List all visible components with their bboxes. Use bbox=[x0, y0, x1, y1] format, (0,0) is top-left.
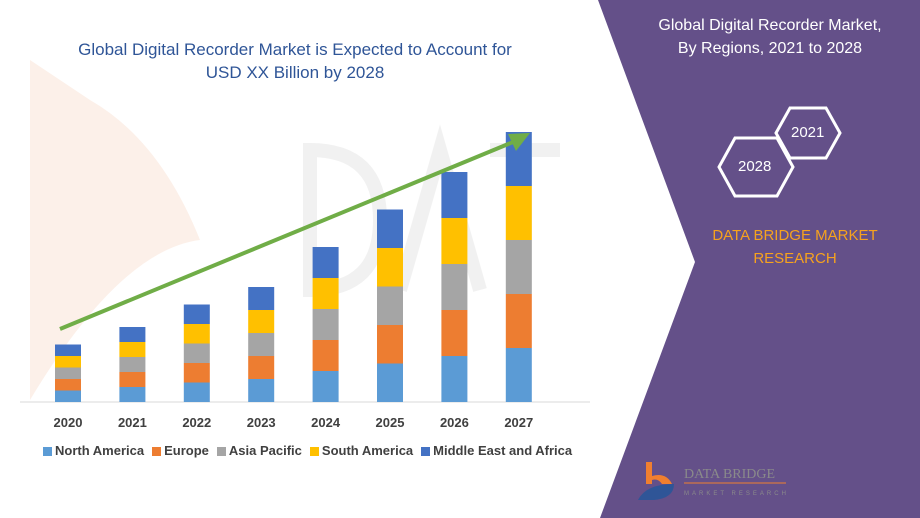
chart-title: Global Digital Recorder Market is Expect… bbox=[20, 38, 570, 84]
legend-swatch bbox=[216, 446, 226, 456]
bar-segment-asia-pacific-2024 bbox=[312, 309, 339, 340]
bar-segment-asia-pacific-2022 bbox=[183, 343, 210, 363]
legend-item: Asia Pacific bbox=[216, 443, 302, 459]
bar-segment-middle-east-and-africa-2025 bbox=[377, 209, 403, 248]
side-title-line-1: Global Digital Recorder Market, bbox=[658, 17, 882, 34]
legend-label: Middle East and Africa bbox=[433, 443, 573, 458]
side-title-line-2: By Regions, 2021 to 2028 bbox=[677, 40, 863, 57]
bar-segment-europe-2026 bbox=[441, 310, 468, 356]
legend-item: Middle East and Africa bbox=[421, 443, 572, 459]
x-tick-label: 2021 bbox=[118, 415, 147, 430]
bar-segment-europe-2023 bbox=[248, 356, 275, 379]
legend-swatch bbox=[421, 446, 431, 456]
logo-subtext: MARKET RESEARCH bbox=[684, 491, 789, 497]
hexagon-2021 bbox=[774, 106, 842, 160]
logo-text: DATA BRIDGE bbox=[684, 467, 775, 482]
bar-segment-south-america-2026 bbox=[441, 218, 468, 264]
legend-label: Asia Pacific bbox=[228, 443, 302, 458]
bar-segment-europe-2025 bbox=[377, 325, 403, 364]
bar-segment-south-america-2022 bbox=[183, 324, 210, 344]
bar-segment-south-america-2023 bbox=[248, 310, 275, 333]
bar-segment-asia-pacific-2021 bbox=[119, 357, 146, 372]
bar-segment-north-america-2026 bbox=[441, 356, 468, 402]
legend-label: South America bbox=[321, 443, 414, 458]
title-line-1: Global Digital Recorder Market is Expect… bbox=[78, 40, 512, 59]
bar-segment-asia-pacific-2020 bbox=[55, 367, 81, 379]
bar-segment-north-america-2025 bbox=[377, 363, 403, 402]
bar-segment-south-america-2020 bbox=[55, 356, 81, 368]
bar-segment-north-america-2027 bbox=[505, 348, 532, 402]
bar-segment-middle-east-and-africa-2023 bbox=[248, 287, 275, 310]
hexagon-2028 bbox=[717, 136, 795, 198]
x-tick-label: 2026 bbox=[440, 415, 469, 430]
bar-segment-middle-east-and-africa-2020 bbox=[55, 344, 81, 356]
x-tick-label: 2022 bbox=[182, 415, 211, 430]
legend-item: North America bbox=[43, 443, 144, 459]
x-tick-label: 2024 bbox=[311, 415, 341, 430]
bar-segment-north-america-2024 bbox=[312, 371, 339, 402]
bar-segment-middle-east-and-africa-2021 bbox=[119, 327, 146, 342]
bar-segment-asia-pacific-2026 bbox=[441, 264, 468, 310]
legend-swatch bbox=[43, 446, 52, 456]
trend-arrow bbox=[59, 138, 519, 331]
brand-text: DATA BRIDGE MARKET RESEARCH bbox=[700, 224, 890, 270]
x-tick-label: 2020 bbox=[54, 415, 83, 430]
bar-segment-north-america-2020 bbox=[55, 390, 81, 402]
bar-segment-europe-2024 bbox=[312, 340, 339, 371]
bar-segment-middle-east-and-africa-2024 bbox=[312, 247, 339, 278]
bar-segment-europe-2022 bbox=[183, 363, 210, 383]
bar-segment-north-america-2023 bbox=[248, 379, 275, 402]
legend-item: Europe bbox=[152, 443, 209, 459]
legend-swatch bbox=[309, 446, 319, 456]
bar-segment-north-america-2021 bbox=[119, 387, 146, 402]
bar-segment-south-america-2024 bbox=[312, 278, 339, 309]
brand-line-2: RESEARCH bbox=[753, 250, 837, 267]
brand-line-1: DATA BRIDGE MARKET bbox=[712, 227, 878, 244]
bar-segment-asia-pacific-2023 bbox=[248, 333, 275, 356]
x-tick-label: 2027 bbox=[504, 415, 533, 430]
bar-segment-europe-2027 bbox=[505, 294, 532, 348]
bar-segment-middle-east-and-africa-2026 bbox=[441, 172, 468, 218]
bar-segment-europe-2020 bbox=[55, 379, 81, 391]
bar-segment-europe-2021 bbox=[119, 372, 146, 387]
legend-swatch bbox=[152, 446, 162, 456]
bar-segment-south-america-2021 bbox=[119, 342, 146, 357]
bar-segment-middle-east-and-africa-2022 bbox=[183, 304, 210, 324]
legend-label: Europe bbox=[164, 443, 209, 458]
bar-segment-north-america-2022 bbox=[183, 382, 210, 402]
stacked-bar-chart: 2020 2021 2022 2023 2024 2025 2026 2027 bbox=[20, 132, 590, 430]
title-line-2: USD XX Billion by 2028 bbox=[205, 63, 385, 82]
bar-segment-asia-pacific-2027 bbox=[505, 240, 532, 294]
hex-year-2021: 2021 bbox=[791, 124, 825, 141]
bar-segment-asia-pacific-2025 bbox=[377, 286, 403, 325]
data-bridge-logo: DATA BRIDGE MARKET RESEARCH bbox=[638, 462, 789, 500]
legend-label: North America bbox=[55, 443, 145, 458]
bar-segment-south-america-2025 bbox=[377, 248, 403, 287]
trend-arrow-head bbox=[508, 133, 530, 151]
legend: North America Europe Asia Pacific South Ame… bbox=[43, 443, 572, 459]
side-title: Global Digital Recorder Market, By Regio… bbox=[620, 14, 920, 60]
bar-segment-south-america-2027 bbox=[505, 186, 532, 240]
x-tick-label: 2023 bbox=[247, 415, 276, 430]
x-tick-label: 2025 bbox=[376, 415, 405, 430]
hex-year-2028: 2028 bbox=[738, 158, 772, 175]
legend-item: South America bbox=[309, 443, 414, 459]
